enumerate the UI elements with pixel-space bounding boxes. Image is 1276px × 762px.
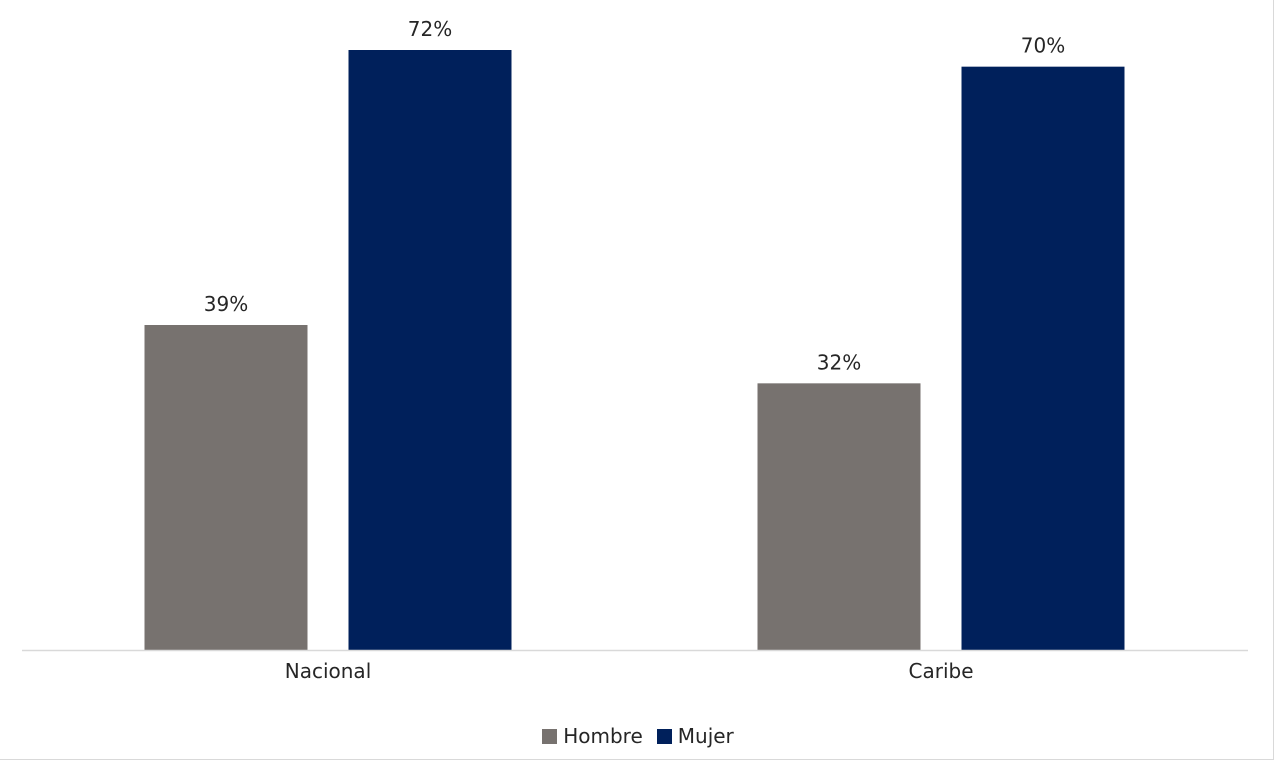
legend-item-hombre: Hombre <box>542 724 643 748</box>
legend-swatch-hombre <box>542 728 558 744</box>
legend-item-mujer: Mujer <box>656 724 734 748</box>
bar-hombre-caribe <box>757 383 921 650</box>
legend-swatch-mujer <box>656 728 672 744</box>
category-label-nacional: Nacional <box>285 659 372 683</box>
bars-group <box>144 50 1125 650</box>
legend-label-mujer: Mujer <box>677 724 734 748</box>
data-label-hombre-caribe: 32% <box>817 350 861 374</box>
data-label-mujer-nacional: 72% <box>408 17 452 41</box>
legend-label-hombre: Hombre <box>563 724 643 748</box>
bar-mujer-caribe <box>961 66 1125 650</box>
category-label-caribe: Caribe <box>909 659 974 683</box>
bar-chart: 39% 32% 72% 70% Nacional Caribe <box>22 17 1248 683</box>
data-label-mujer-caribe: 70% <box>1021 34 1065 58</box>
bar-mujer-nacional <box>348 50 512 650</box>
category-labels-group: Nacional Caribe <box>285 659 974 683</box>
legend: Hombre Mujer <box>0 724 1276 748</box>
data-labels-group: 39% 32% 72% 70% <box>204 17 1065 374</box>
data-label-hombre-nacional: 39% <box>204 292 248 316</box>
bar-hombre-nacional <box>144 325 308 650</box>
